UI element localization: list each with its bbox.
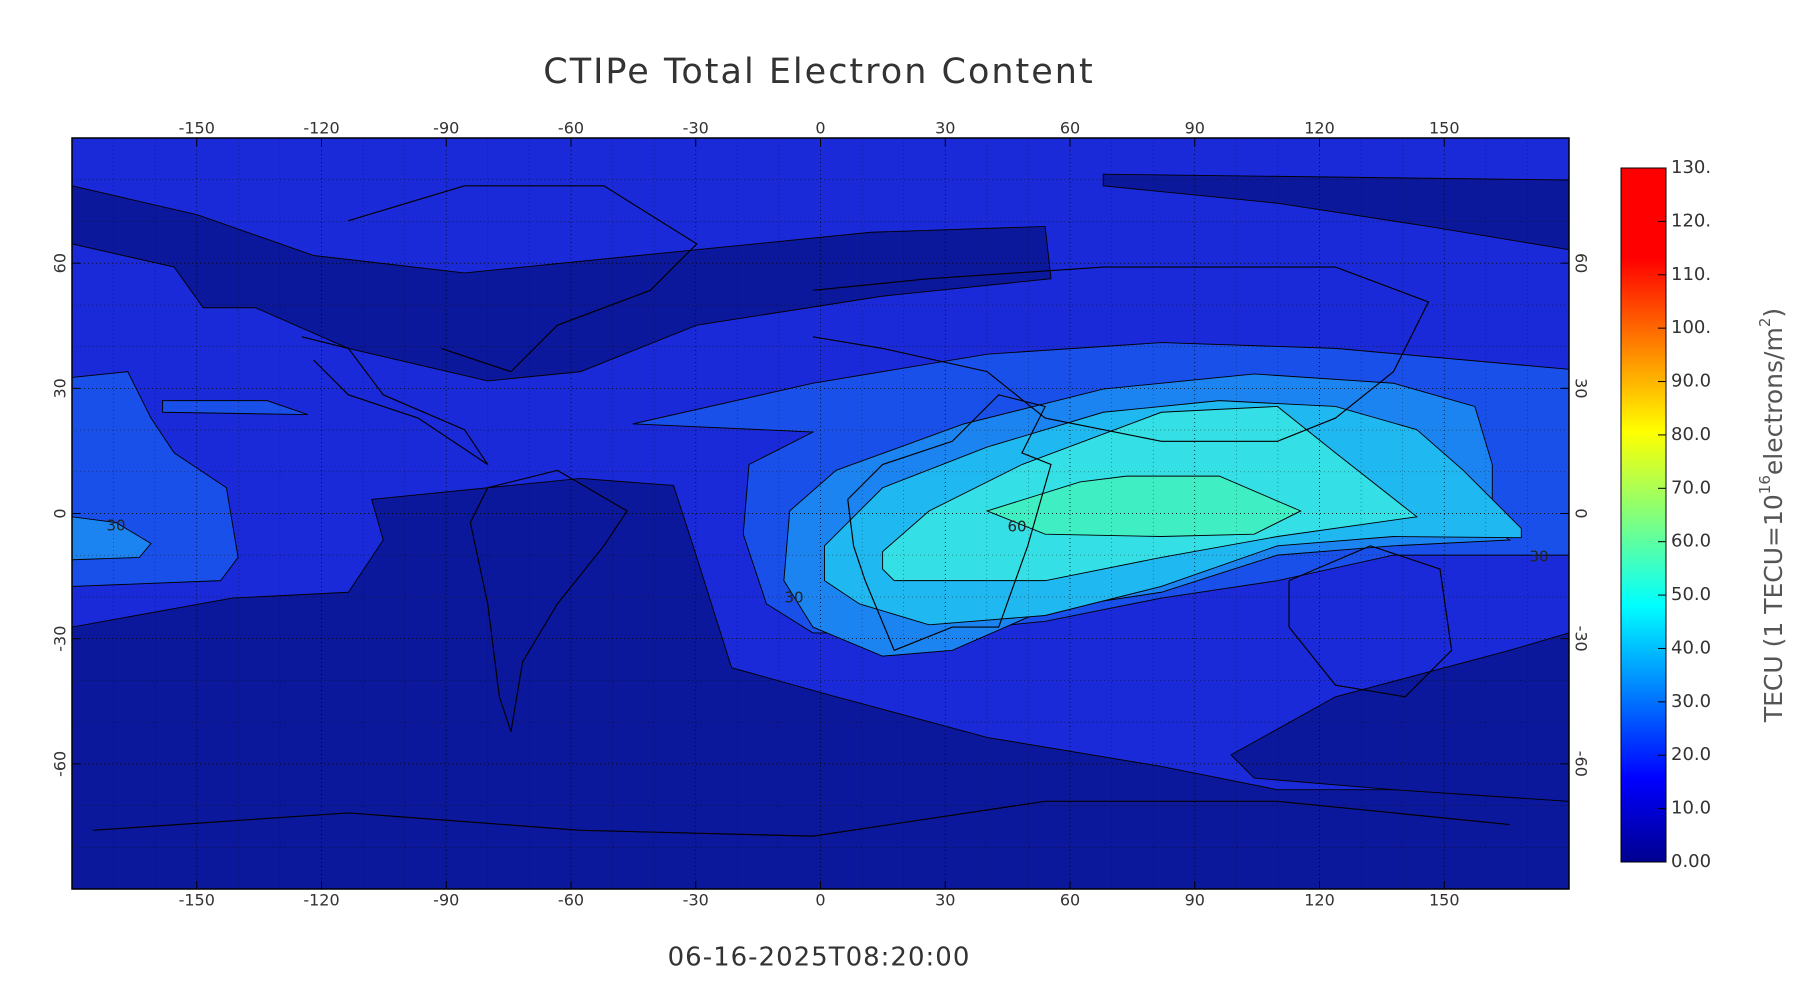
x-tick-label-top: -150: [179, 119, 215, 138]
x-tick-label-top: -60: [558, 119, 584, 138]
x-tick-label-bottom: -90: [433, 891, 459, 910]
y-tick-label-right: 30: [1572, 378, 1591, 398]
level-20-30: [162, 400, 308, 416]
x-tick-label-bottom: -150: [179, 891, 215, 910]
colorbar-tick-label: 100.: [1671, 317, 1711, 338]
x-tick-label-top: -120: [303, 119, 339, 138]
x-tick-label-bottom: -120: [303, 891, 339, 910]
colorbar-tick-label: 20.0: [1671, 744, 1711, 765]
x-tick-label-top: 90: [1185, 119, 1205, 138]
x-tick-label-bottom: 30: [935, 891, 955, 910]
y-tick-label-left: 60: [51, 253, 70, 273]
x-tick-label-top: -30: [683, 119, 709, 138]
colorbar-tick-label: 40.0: [1671, 637, 1711, 658]
y-tick-label-left: 30: [51, 378, 70, 398]
x-tick-label-bottom: 0: [815, 891, 825, 910]
y-tick-label-left: 0: [51, 508, 70, 518]
contour-label: 30: [106, 517, 125, 535]
x-tick-label-top: 150: [1429, 119, 1460, 138]
colorbar-tick-label: 10.0: [1671, 798, 1711, 819]
x-tick-label-bottom: 150: [1429, 891, 1460, 910]
colorbar-tick-label: 60.0: [1671, 531, 1711, 552]
x-tick-label-bottom: -30: [683, 891, 709, 910]
colorbar-tick-label: 30.0: [1671, 691, 1711, 712]
x-tick-label-bottom: 90: [1185, 891, 1205, 910]
x-tick-label-top: 120: [1304, 119, 1335, 138]
level-60-70: [985, 475, 1302, 537]
x-tick-label-bottom: 60: [1060, 891, 1080, 910]
x-tick-label-top: 30: [935, 119, 955, 138]
colorbar-tick-label: 110.: [1671, 264, 1711, 285]
timestamp: 06-16-2025T08:20:00: [668, 943, 971, 973]
colorbar-tick-label: 70.0: [1671, 477, 1711, 498]
colorbar-tick-label: 0.00: [1671, 851, 1711, 872]
x-tick-label-top: 60: [1060, 119, 1080, 138]
colorbar-tick-label: 50.0: [1671, 584, 1711, 605]
y-tick-label-right: -30: [1572, 626, 1591, 652]
label-part: ): [1759, 308, 1788, 318]
map-field: [72, 138, 1569, 889]
y-tick-label-right: 60: [1572, 253, 1591, 273]
colorbar: [1620, 167, 1667, 863]
colorbar-tick-label: 80.0: [1671, 424, 1711, 445]
y-tick-label-left: -60: [51, 751, 70, 777]
y-tick-label-right: 0: [1572, 508, 1591, 518]
contour-label: 30: [1529, 548, 1548, 566]
colorbar-tick-label: 130.: [1671, 157, 1711, 178]
y-tick-label-left: -30: [51, 626, 70, 652]
x-tick-label-top: -90: [433, 119, 459, 138]
colorbar-label: TECU (1 TECU=1016electrons/m2): [1756, 308, 1789, 723]
contour-label: 30: [784, 589, 803, 607]
label-part: TECU (1 TECU=10: [1759, 494, 1788, 723]
colorbar-tick-label: 120.: [1671, 210, 1711, 231]
level-0-10: [72, 185, 1052, 382]
x-tick-label-bottom: -60: [558, 891, 584, 910]
chart-title: CTIPe Total Electron Content: [543, 52, 1094, 92]
label-part: electrons/m: [1759, 327, 1788, 475]
y-tick-label-right: -60: [1572, 751, 1591, 777]
x-tick-label-bottom: 120: [1304, 891, 1335, 910]
label-superscript: 16: [1756, 475, 1774, 494]
coastlines: [92, 185, 1510, 837]
contour-label: 60: [1007, 518, 1026, 536]
label-superscript: 2: [1756, 318, 1774, 328]
x-tick-label-top: 0: [815, 119, 825, 138]
colorbar-tick-label: 90.0: [1671, 371, 1711, 392]
